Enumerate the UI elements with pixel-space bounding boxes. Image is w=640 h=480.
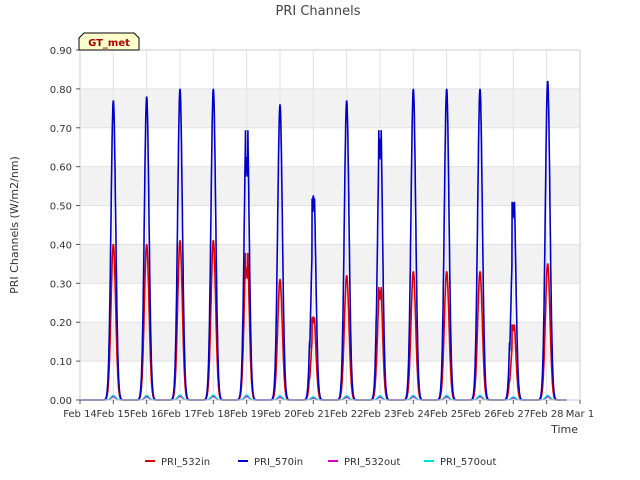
x-tick-label: Feb 18: [197, 409, 231, 420]
plot-band: [80, 244, 580, 284]
y-tick-label: 0.70: [50, 124, 72, 135]
y-axis-label: PRI Channels (W/m2/nm): [8, 156, 21, 294]
y-tick-label: 0.00: [50, 396, 72, 407]
y-tick-label: 0.90: [50, 46, 72, 57]
x-tick-label: Feb 22: [330, 409, 364, 420]
x-tick-label: Feb 15: [97, 409, 131, 420]
x-axis-label: Time: [550, 423, 578, 436]
annotation-text: GT_met: [88, 38, 130, 49]
x-tick-label: Feb 17: [163, 409, 197, 420]
x-axis-ticks: Feb 14 Feb 15 Feb 16 Feb 17 Feb 18 Feb 19 Feb …: [63, 400, 594, 420]
y-axis-ticks: 0.00 0.10 0.20 0.30 0.40 0.50 0.60 0.70 0.80 0.90: [50, 46, 80, 407]
x-tick-label: Feb 26: [463, 409, 497, 420]
legend-label: PRI_532out: [344, 457, 400, 468]
plot-band: [80, 322, 580, 362]
y-tick-label: 0.60: [50, 163, 72, 174]
x-tick-label: Feb 27: [497, 409, 531, 420]
x-tick-label: Feb 28: [530, 409, 564, 420]
y-tick-label: 0.80: [50, 85, 72, 96]
annotation-badge: GT_met: [78, 32, 140, 51]
y-tick-label: 0.40: [50, 240, 72, 251]
plot-bands: [80, 88, 580, 362]
legend-label: PRI_532in: [161, 457, 210, 468]
y-tick-label: 0.10: [50, 357, 72, 368]
plot-band: [80, 88, 580, 128]
x-tick-label: Feb 23: [363, 409, 397, 420]
x-tick-label: Feb 19: [230, 409, 264, 420]
x-tick-label: Feb 20: [263, 409, 297, 420]
legend-label: PRI_570in: [254, 457, 303, 468]
x-tick-label: Feb 14: [63, 409, 97, 420]
annotation-badge-shape: [78, 32, 140, 51]
chart-title: PRI Channels: [276, 4, 361, 19]
legend-label: PRI_570out: [440, 457, 496, 468]
plot-band: [80, 166, 580, 206]
x-tick-label: Feb 24: [397, 409, 431, 420]
x-tick-label: Mar 1: [566, 409, 594, 420]
x-tick-label: Feb 16: [130, 409, 164, 420]
y-tick-label: 0.30: [50, 279, 72, 290]
plot-frame: [79, 49, 581, 401]
x-tick-label: Feb 21: [297, 409, 331, 420]
y-tick-label: 0.50: [50, 202, 72, 213]
x-tick-label: Feb 25: [430, 409, 464, 420]
y-tick-label: 0.20: [50, 318, 72, 329]
legend: PRI_532in PRI_570in PRI_532out PRI_570out: [145, 457, 496, 468]
